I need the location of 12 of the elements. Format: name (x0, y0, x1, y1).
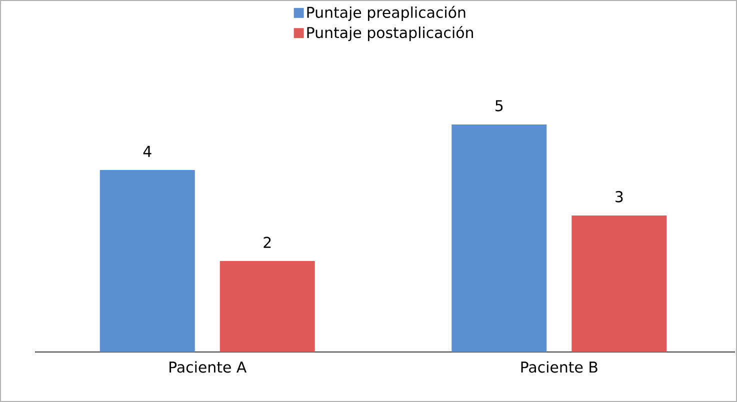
data-label: 3 (616, 191, 623, 202)
bar (452, 124, 547, 352)
data-label: 4 (143, 146, 152, 157)
bar (572, 216, 667, 352)
bar (100, 170, 195, 352)
data-label: 2 (264, 236, 271, 248)
data-label: 5 (496, 100, 503, 112)
x-tick-label: Paciente B (521, 361, 598, 373)
legend-label: Puntaje preaplicación (307, 6, 466, 21)
legend-label: Puntaje postaplicación (307, 26, 473, 42)
bar (220, 261, 315, 352)
x-tick-label: Paciente A (170, 361, 247, 373)
